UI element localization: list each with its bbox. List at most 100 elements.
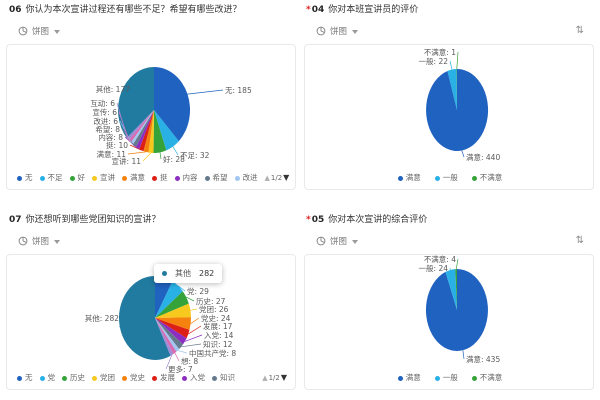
label-line (190, 317, 200, 324)
pie-slice[interactable] (455, 269, 457, 310)
legend-item[interactable]: 满意 (397, 173, 421, 183)
chart-type-selector[interactable]: 饼图 (32, 26, 50, 37)
question-panel-05: *05 你对本次宣讲的综合评价 饼图 ⇅ 满意: 435 一般: 24 不满意: 4 … (304, 210, 594, 390)
legend-item[interactable]: 宣讲 (92, 173, 115, 183)
legend-item[interactable]: 不满意 (471, 373, 503, 383)
label-line (177, 285, 186, 292)
slice-label: 中国共产党: 8 (189, 348, 236, 358)
legend-dot (397, 375, 403, 381)
legend-item[interactable]: 入党 (182, 373, 205, 383)
legend-label: 不满意 (479, 373, 503, 382)
pie-slice[interactable] (155, 318, 180, 352)
pie-slice[interactable] (155, 291, 189, 318)
legend-item[interactable]: 希望 (204, 173, 228, 183)
legend-dot (182, 375, 187, 381)
chart-legend: 无 不足 好 宣讲 满意 挺 内容 希望 改进 ▲ 1/2 ▼ (17, 173, 290, 183)
legend-item[interactable]: 不满意 (471, 173, 502, 183)
legend-next-button[interactable]: ▼ (283, 173, 290, 182)
slice-label: 一般: 22 (419, 56, 449, 66)
label-line (187, 89, 224, 95)
legend-page-indicator: 1/2 (270, 174, 283, 182)
pie-slice[interactable] (154, 66, 191, 142)
slice-label: 一般: 24 (419, 263, 449, 273)
chevron-down-icon[interactable] (54, 239, 61, 244)
chevron-down-icon[interactable] (54, 29, 61, 34)
legend-dot (152, 175, 157, 181)
legend-prev-button[interactable]: ▲ (262, 374, 268, 382)
legend-item[interactable]: 党团 (92, 373, 115, 383)
legend-item[interactable]: 知识 (212, 373, 235, 383)
slice-label: 党团: 26 (199, 304, 229, 314)
label-line (184, 334, 203, 342)
label-line (461, 150, 465, 158)
legend-item[interactable]: 不足 (39, 173, 63, 183)
legend-label: 宣讲 (100, 173, 115, 182)
pie-slice[interactable] (130, 110, 154, 145)
pie-slice[interactable] (118, 276, 171, 360)
chart-type-selector[interactable]: 饼图 (32, 236, 50, 247)
pie-slice[interactable] (155, 281, 183, 318)
pie-slice[interactable] (143, 110, 155, 153)
pie-slice[interactable] (135, 110, 154, 150)
pie-slice[interactable] (426, 68, 489, 151)
legend-dot (17, 175, 22, 181)
pie-slice[interactable] (118, 67, 154, 138)
legend-label: 满意 (130, 173, 145, 182)
legend-item[interactable]: 一般 (434, 173, 458, 183)
slice-label: 满意: 435 (466, 354, 500, 364)
legend-item[interactable]: 挺 (152, 173, 168, 183)
legend-item[interactable]: 发展 (152, 373, 175, 383)
legend-item[interactable]: 一般 (434, 373, 458, 383)
pie-chart-icon (18, 26, 28, 35)
legend-prev-button[interactable]: ▲ (264, 174, 270, 182)
sort-icon[interactable]: ⇅ (575, 25, 584, 36)
slice-label: 好: 28 (163, 154, 185, 164)
legend-item[interactable]: 满意 (122, 173, 145, 183)
pie-slice[interactable] (155, 317, 192, 330)
chart-type-selector[interactable]: 饼图 (330, 236, 348, 247)
pie-slice[interactable] (155, 318, 174, 356)
chevron-down-icon[interactable] (352, 29, 359, 34)
legend-dot (434, 175, 440, 181)
legend-next-button[interactable]: ▼ (280, 373, 287, 382)
pie-slice[interactable] (148, 110, 155, 153)
sort-icon[interactable]: ⇅ (575, 235, 584, 246)
legend-item[interactable]: 好 (69, 173, 85, 183)
legend-label: 历史 (70, 373, 85, 382)
pie-slice[interactable] (139, 110, 154, 152)
chart-type-selector[interactable]: 饼图 (330, 26, 348, 37)
legend-item[interactable]: 改进 (234, 173, 258, 183)
legend-item[interactable]: 满意 (397, 373, 421, 383)
pie-slice[interactable] (132, 110, 154, 148)
slice-label: 满意: 440 (466, 152, 500, 162)
pie-slice[interactable] (154, 110, 179, 151)
pie-slice[interactable] (155, 318, 183, 350)
pie-slice[interactable] (155, 318, 187, 345)
legend-label: 党团 (100, 373, 115, 382)
legend-item[interactable]: 党 (39, 373, 55, 383)
chevron-down-icon[interactable] (352, 239, 359, 244)
pie-slice[interactable] (445, 269, 458, 310)
legend-item[interactable]: 无 (17, 173, 33, 183)
pie-slice[interactable] (155, 318, 177, 355)
question-number: 06 (9, 5, 22, 15)
pie-slice[interactable] (128, 110, 155, 143)
legend-item[interactable]: 历史 (62, 373, 85, 383)
slice-label: 宣讲: 11 (112, 156, 142, 166)
legend-item[interactable]: 无 (17, 373, 33, 383)
legend-label: 无 (25, 173, 33, 182)
required-mark: * (306, 5, 311, 15)
pie-slice[interactable] (153, 110, 167, 154)
pie-slice[interactable] (425, 269, 488, 351)
pie-slice[interactable] (126, 110, 154, 141)
pie-slice[interactable] (447, 69, 458, 110)
pie-slice[interactable] (155, 303, 191, 318)
legend-item[interactable]: 内容 (174, 173, 198, 183)
legend-item[interactable]: 党史 (122, 373, 145, 383)
pie-slice[interactable] (155, 276, 173, 318)
pie-slice[interactable] (155, 318, 190, 339)
